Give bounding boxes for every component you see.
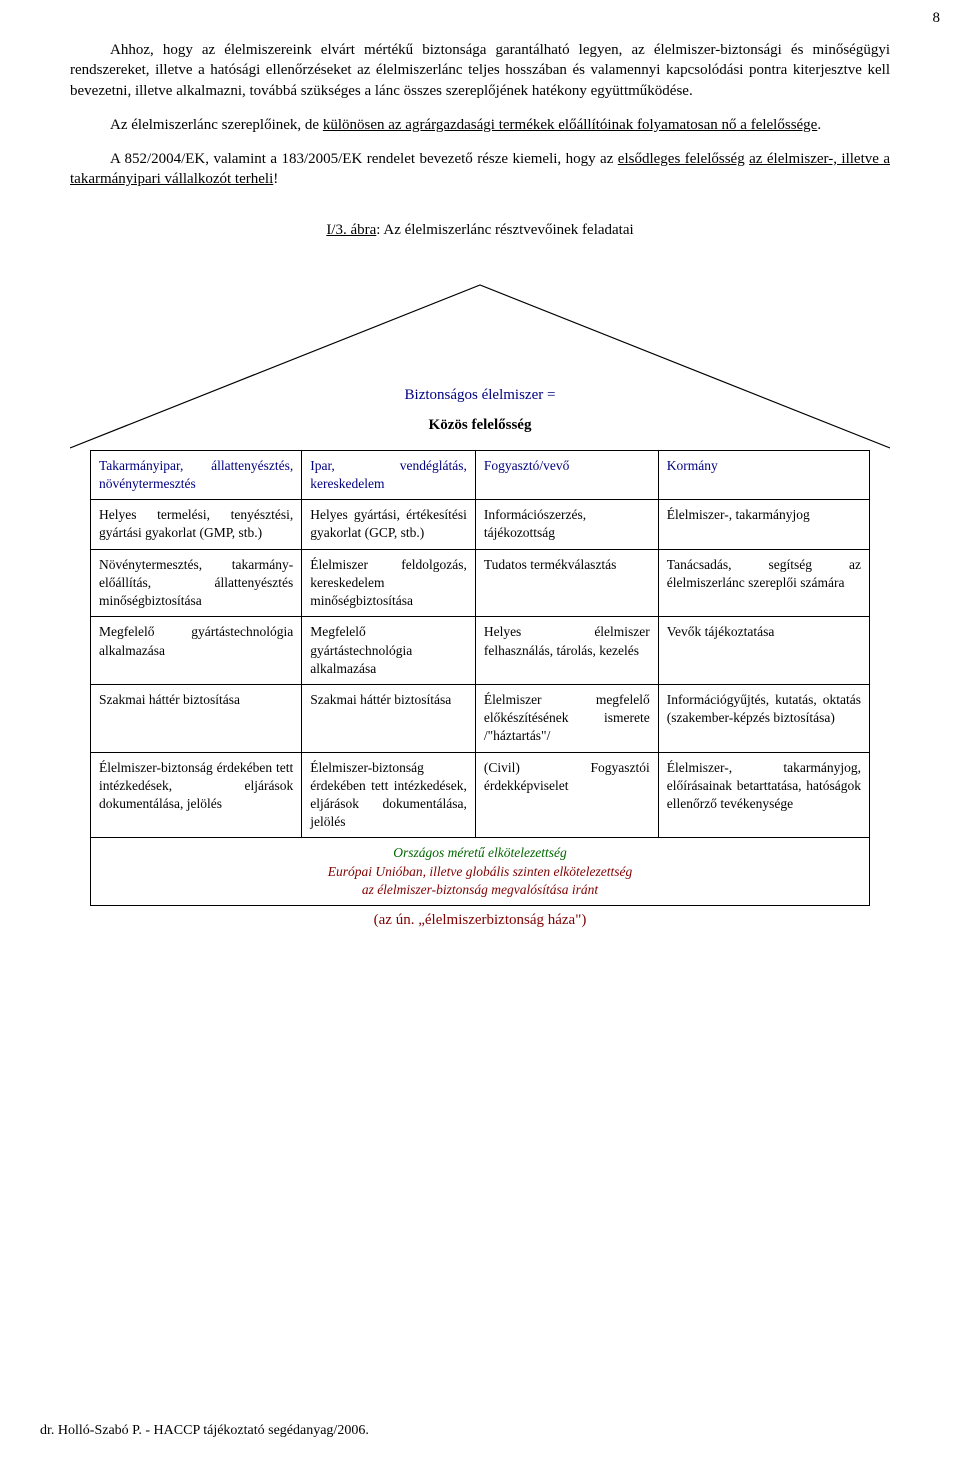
footer-maroon1: Európai Unióban, illetve globális szinte… [99, 863, 861, 881]
p2-underlined: különösen az agrárgazdasági termékek elő… [323, 117, 818, 133]
cell: Szakmai háttér biztosítása [91, 684, 302, 752]
footer-green: Országos méretű elkötelezettség [99, 844, 861, 862]
cell: Megfelelő gyártástechnológia alkalmazása [302, 617, 476, 685]
house-roof: Biztonságos élelmiszer = Közös felelőssé… [70, 280, 890, 450]
table-row: Megfelelő gyártástechnológia alkalmazása… [91, 617, 870, 685]
table-row: Növénytermesztés, takarmány-előállítás, … [91, 549, 870, 617]
cell: Tudatos termékválasztás [475, 549, 658, 617]
cell: (Civil) Fogyasztói érdekképviselet [475, 752, 658, 838]
cell: Megfelelő gyártástechnológia alkalmazása [91, 617, 302, 685]
cell: Helyes élelmiszer felhasználás, tárolás,… [475, 617, 658, 685]
bottom-note: dr. Holló-Szabó P. - HACCP tájékoztató s… [40, 1422, 369, 1441]
p2-a: Az élelmiszerlánc szereplőinek, de [110, 117, 323, 133]
paragraph-1: Ahhoz, hogy az élelmiszereink elvárt mér… [70, 40, 890, 101]
table-row: Szakmai háttér biztosítása Szakmai hátté… [91, 684, 870, 752]
table-footer: Országos méretű elkötelezettség Európai … [91, 838, 870, 906]
p3-c: ! [273, 171, 278, 187]
cell: Élelmiszer-, takarmányjog, előírásainak … [658, 752, 869, 838]
cell: Élelmiszer megfelelő előkészítésének ism… [475, 684, 658, 752]
header-c1: Takarmányipar, állattenyésztés, növényte… [91, 450, 302, 499]
paragraph-2: Az élelmiszerlánc szereplőinek, de külön… [70, 115, 890, 135]
table-footer-row: Országos méretű elkötelezettség Európai … [91, 838, 870, 906]
table-row: Élelmiszer-biztonság érdekében tett inté… [91, 752, 870, 838]
cell: Élelmiszer feldolgozás, kereskedelem min… [302, 549, 476, 617]
p3-u1: elsődleges felelősség [618, 151, 745, 167]
cell: Helyes termelési, tenyésztési, gyártási … [91, 500, 302, 549]
figcap-text: : Az élelmiszerlánc résztvevőinek felada… [376, 222, 633, 238]
cell: Tanácsadás, segítség az élelmiszerlánc s… [658, 549, 869, 617]
footer-maroon2: az élelmiszer-biztonság megvalósítása ir… [99, 881, 861, 899]
cell: Információszerzés, tájékozottság [475, 500, 658, 549]
roof-text: Biztonságos élelmiszer = Közös felelőssé… [70, 385, 890, 436]
p3-a: A 852/2004/EK, valamint a 183/2005/EK re… [110, 151, 618, 167]
roof-line1: Biztonságos élelmiszer = [405, 387, 556, 403]
cell: Élelmiszer-biztonság érdekében tett inté… [91, 752, 302, 838]
cell: Vevők tájékoztatása [658, 617, 869, 685]
cell: Információgyűjtés, kutatás, oktatás (sza… [658, 684, 869, 752]
figcap-label: I/3. ábra [326, 222, 376, 238]
figure-caption: I/3. ábra: Az élelmiszerlánc résztvevőin… [70, 220, 890, 240]
cell: Növénytermesztés, takarmány-előállítás, … [91, 549, 302, 617]
table-row: Helyes termelési, tenyésztési, gyártási … [91, 500, 870, 549]
header-c2: Ipar, vendéglátás, kereskedelem [302, 450, 476, 499]
page: 8 Ahhoz, hogy az élelmiszereink elvárt m… [0, 0, 960, 1471]
table-header-row: Takarmányipar, állattenyésztés, növényte… [91, 450, 870, 499]
paragraph-3: A 852/2004/EK, valamint a 183/2005/EK re… [70, 149, 890, 190]
cell: Szakmai háttér biztosítása [302, 684, 476, 752]
house-note: (az ún. „élelmiszerbiztonság háza") [70, 910, 890, 930]
p2-b: . [817, 117, 821, 133]
roof-line2: Közös felelősség [70, 415, 890, 435]
page-number: 8 [933, 8, 941, 28]
cell: Helyes gyártási, értékesítési gyakorlat … [302, 500, 476, 549]
header-c4: Kormány [658, 450, 869, 499]
cell: Élelmiszer-biztonság érdekében tett inté… [302, 752, 476, 838]
cell: Élelmiszer-, takarmányjog [658, 500, 869, 549]
house-table: Takarmányipar, állattenyésztés, növényte… [90, 450, 870, 906]
header-c3: Fogyasztó/vevő [475, 450, 658, 499]
